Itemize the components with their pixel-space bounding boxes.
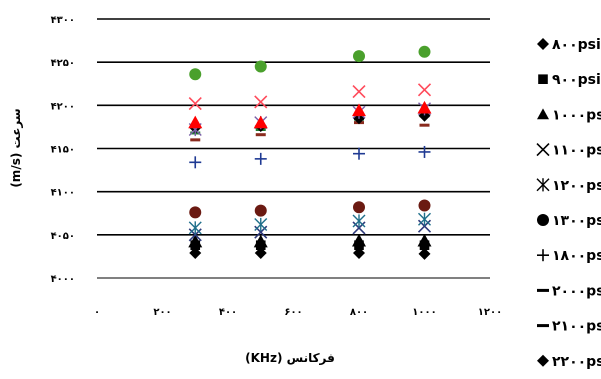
legend-marker bbox=[536, 178, 550, 192]
x-tick-labels: ۰ ۲۰۰ ۴۰۰ ۶۰۰ ۸۰۰ ۱۰۰۰ ۱۲۰۰ bbox=[94, 307, 502, 318]
legend-marker bbox=[537, 108, 549, 120]
legend-label: ۲۱۰۰psi bbox=[552, 319, 601, 335]
y-tick-label: ۴۲۵۰ bbox=[51, 58, 75, 69]
data-point bbox=[419, 123, 430, 127]
legend-marker bbox=[537, 214, 549, 226]
x-tick-label: ۸۰۰ bbox=[350, 307, 368, 318]
data-point bbox=[417, 83, 432, 97]
data-point bbox=[418, 199, 431, 212]
legend-item: ۸۰۰psi bbox=[537, 37, 601, 53]
x-tick-label: ۴۰۰ bbox=[219, 307, 237, 318]
data-point bbox=[353, 147, 365, 160]
data-point bbox=[253, 115, 268, 129]
data-point bbox=[418, 145, 431, 158]
data-point bbox=[418, 212, 431, 226]
legend-marker bbox=[538, 74, 548, 84]
data-point bbox=[188, 234, 203, 248]
data-point bbox=[190, 138, 201, 142]
data-point bbox=[255, 133, 266, 137]
data-point bbox=[254, 152, 267, 165]
legend-marker bbox=[537, 249, 549, 262]
legend-label: ۱۸۰۰psi bbox=[552, 248, 601, 264]
data-point bbox=[352, 103, 366, 117]
legend-label: ۱۳۰۰psi bbox=[552, 213, 601, 229]
y-axis-title: سرعت (m/s) bbox=[9, 108, 23, 187]
data-point bbox=[188, 228, 202, 242]
y-tick-label: ۴۱۵۰ bbox=[51, 145, 75, 156]
data-point bbox=[189, 206, 202, 219]
legend-marker bbox=[537, 288, 549, 292]
legend-marker bbox=[537, 38, 549, 50]
legend-label: ۸۰۰psi bbox=[552, 37, 601, 53]
legend-marker bbox=[537, 324, 549, 328]
y-tick-label: ۴۲۰۰ bbox=[51, 101, 75, 112]
data-point bbox=[352, 221, 366, 235]
grid-lines bbox=[97, 18, 490, 279]
legend-item: ۱۳۰۰psi bbox=[537, 213, 601, 229]
legend-label: ۱۰۰۰psi bbox=[552, 107, 601, 123]
legend-item: ۱۱۰۰psi bbox=[536, 143, 601, 159]
data-point bbox=[417, 219, 432, 233]
data-point bbox=[352, 84, 366, 99]
x-tick-label: ۱۲۰۰ bbox=[478, 307, 502, 318]
data-point bbox=[418, 247, 431, 260]
legend-label: ۲۰۰۰psi bbox=[552, 283, 601, 299]
legend-item: ۲۱۰۰psi bbox=[537, 319, 601, 335]
x-tick-label: ۱۰۰۰ bbox=[412, 307, 436, 318]
data-point bbox=[417, 100, 432, 114]
x-tick-label: ۰ bbox=[94, 307, 100, 318]
y-tick-labels: ۴۰۰۰ ۴۰۵۰ ۴۱۰۰ ۴۱۵۰ ۴۲۰۰ ۴۲۵۰ ۴۳۰۰ bbox=[51, 15, 75, 285]
legend-label: ۱۱۰۰psi bbox=[552, 143, 601, 159]
data-point bbox=[188, 97, 202, 111]
legend: ۸۰۰psi ۹۰۰psi ۱۰۰۰psi ۱۱۰۰psi ۱۲۰۰psi ۱۳۰۰psi… bbox=[536, 37, 601, 370]
legend-item: ۲۲۰۰psi bbox=[537, 354, 601, 370]
legend-marker bbox=[537, 354, 549, 367]
data-point bbox=[188, 115, 203, 129]
data-point bbox=[418, 45, 431, 58]
data-point bbox=[189, 156, 202, 169]
legend-item: ۱۸۰۰psi bbox=[537, 248, 601, 264]
legend-item: ۹۰۰psi bbox=[538, 72, 601, 88]
data-point bbox=[352, 233, 366, 247]
data-point bbox=[254, 60, 267, 73]
x-tick-label: ۲۰۰ bbox=[153, 307, 171, 318]
x-tick-label: ۶۰۰ bbox=[284, 307, 302, 318]
y-tick-label: ۴۱۰۰ bbox=[51, 188, 75, 199]
y-tick-label: ۴۰۵۰ bbox=[51, 231, 75, 242]
data-point bbox=[253, 234, 268, 248]
legend-item: ۲۰۰۰psi bbox=[537, 283, 601, 299]
y-tick-label: ۴۳۰۰ bbox=[51, 15, 75, 26]
y-tick-label: ۴۰۰۰ bbox=[51, 274, 75, 285]
legend-item: ۱۲۰۰psi bbox=[536, 178, 601, 194]
data-point bbox=[254, 95, 268, 109]
data-point bbox=[254, 217, 268, 232]
data-point bbox=[353, 201, 365, 214]
legend-label: ۱۲۰۰psi bbox=[552, 178, 601, 194]
data-point bbox=[188, 221, 202, 235]
data-point bbox=[352, 214, 366, 228]
legend-item: ۱۰۰۰psi bbox=[537, 107, 601, 123]
legend-marker bbox=[536, 143, 550, 157]
data-points bbox=[188, 45, 432, 260]
legend-label: ۲۲۰۰psi bbox=[552, 354, 601, 370]
data-point bbox=[254, 204, 267, 217]
legend-label: ۹۰۰psi bbox=[552, 72, 601, 88]
data-point bbox=[353, 50, 365, 63]
x-axis-title: فرکانس (KHz) bbox=[245, 351, 335, 365]
data-point bbox=[417, 233, 432, 247]
data-point bbox=[189, 68, 202, 81]
